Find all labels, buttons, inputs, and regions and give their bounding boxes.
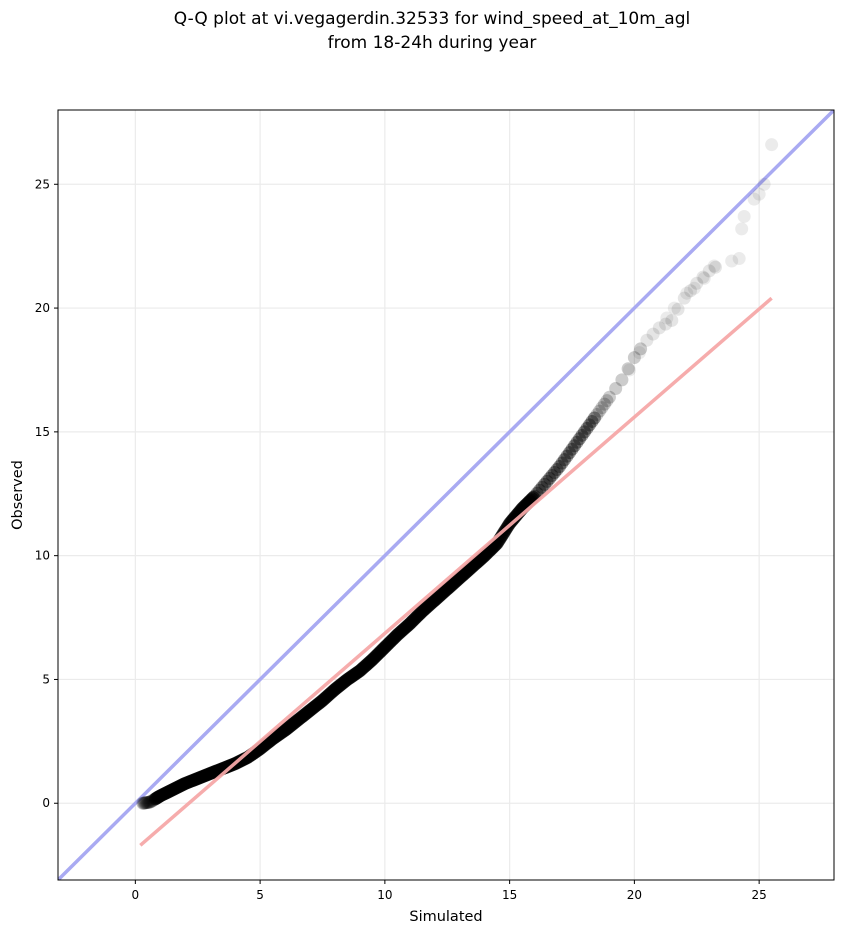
data-point (609, 382, 623, 396)
data-point (136, 796, 150, 810)
data-point (627, 351, 641, 365)
data-point (137, 796, 151, 810)
data-point (660, 311, 674, 325)
y-tick-label: 25 (35, 177, 50, 191)
data-point (568, 439, 582, 453)
data-point (697, 271, 711, 285)
data-point (737, 209, 751, 223)
data-point (667, 301, 681, 315)
plot-frame (57, 109, 835, 881)
data-point (543, 471, 557, 485)
data-point (690, 276, 704, 290)
y-tick-label: 10 (35, 549, 50, 563)
data-point (560, 449, 574, 463)
data-point (592, 404, 606, 418)
data-point (615, 373, 629, 387)
data-point (595, 401, 609, 415)
data-points (136, 138, 779, 810)
data-point (652, 321, 666, 335)
data-point (765, 138, 779, 152)
data-point (572, 432, 586, 446)
chart-title-line-1: Q-Q plot at vi.vegagerdin.32533 for wind… (174, 9, 690, 29)
data-point (634, 342, 648, 356)
data-point (587, 411, 601, 425)
data-point (582, 418, 596, 432)
data-point (550, 462, 564, 476)
x-tick-label: 15 (502, 888, 517, 902)
data-point (590, 408, 604, 422)
y-tick-label: 0 (42, 796, 50, 810)
data-point (535, 480, 549, 494)
data-point (646, 327, 660, 341)
data-point (752, 187, 766, 201)
grid-lines (58, 110, 834, 880)
data-point (632, 346, 646, 360)
data-point (684, 284, 698, 298)
data-point (597, 397, 611, 411)
data-point (563, 446, 577, 460)
data-point (137, 796, 151, 810)
x-tick-label: 10 (377, 888, 392, 902)
data-point (696, 270, 710, 284)
data-point (600, 394, 614, 408)
data-point (680, 286, 694, 300)
data-point (687, 281, 701, 295)
data-point (671, 302, 685, 316)
data-point (558, 453, 572, 467)
y-tick-label: 5 (42, 672, 50, 686)
y-tick-label: 15 (35, 425, 50, 439)
data-point (602, 390, 616, 404)
y-axis-label: Observed (10, 460, 26, 530)
identity-line (58, 110, 834, 880)
data-point (622, 363, 636, 377)
data-point (565, 442, 579, 456)
data-point (665, 313, 679, 327)
data-point (138, 796, 152, 810)
x-tick-label: 20 (627, 888, 642, 902)
data-point (702, 264, 716, 278)
data-point (707, 259, 721, 273)
data-point (747, 192, 761, 206)
data-point (640, 333, 654, 347)
x-tick-label: 25 (752, 888, 767, 902)
data-point (725, 254, 739, 268)
fit-line (139, 296, 773, 847)
data-point (677, 291, 691, 305)
x-axis-ticks: 0 5 10 15 20 25 (132, 880, 767, 902)
data-point (577, 425, 591, 439)
data-point (575, 428, 589, 442)
data-point (585, 414, 599, 428)
chart-title-line-2: from 18-24h during year (328, 33, 537, 53)
x-tick-label: 5 (256, 888, 264, 902)
data-point (545, 468, 559, 482)
y-tick-label: 20 (35, 301, 50, 315)
data-point (732, 252, 746, 266)
data-point (540, 474, 554, 488)
x-tick-label: 0 (132, 888, 140, 902)
y-axis-ticks: 0 5 10 15 20 25 (35, 177, 58, 810)
data-point (580, 421, 594, 435)
data-point (570, 435, 584, 449)
data-point (555, 456, 569, 470)
data-point (533, 483, 547, 497)
x-axis-label: Simulated (409, 909, 482, 925)
data-point (659, 317, 673, 331)
data-point (757, 177, 771, 191)
data-point (548, 465, 562, 479)
data-point (538, 477, 552, 491)
data-point (735, 222, 749, 236)
data-point (553, 460, 567, 474)
plot-area (58, 110, 834, 880)
data-point (621, 362, 635, 376)
data-point (708, 260, 722, 274)
